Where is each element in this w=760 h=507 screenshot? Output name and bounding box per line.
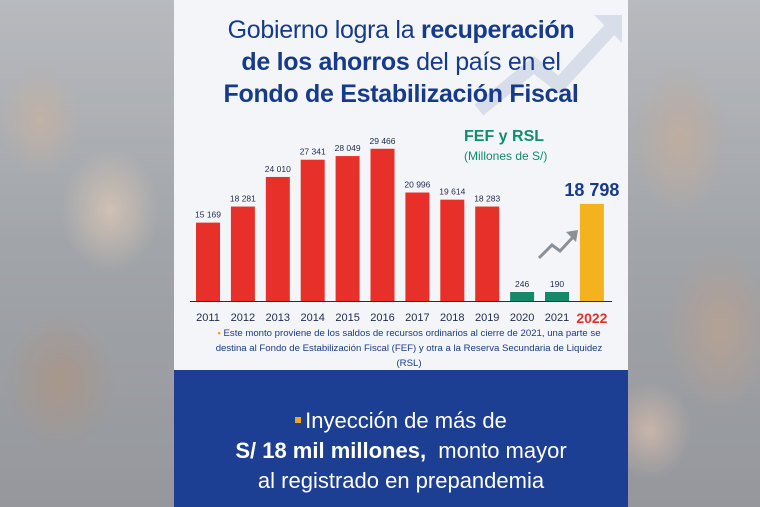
bar-2020 xyxy=(510,292,535,301)
tick-label-2020: 2020 xyxy=(510,312,534,324)
tick-label-2022: 2022 xyxy=(576,310,607,326)
value-label-2018: 19 614 xyxy=(439,187,465,197)
tick-label-2017: 2017 xyxy=(405,312,429,324)
bar-2019 xyxy=(475,206,500,301)
bar-2015 xyxy=(335,156,360,301)
tick-label-2015: 2015 xyxy=(335,312,359,324)
bullet-square-icon xyxy=(295,417,302,424)
tick-label-2013: 2013 xyxy=(266,312,290,324)
bar-2016 xyxy=(370,148,395,301)
tick-label-2012: 2012 xyxy=(231,312,255,324)
tick-label-2021: 2021 xyxy=(545,312,569,324)
value-label-2019: 18 283 xyxy=(474,194,500,204)
bar-2018 xyxy=(440,199,465,301)
value-label-2022: 18 798 xyxy=(564,180,619,200)
tick-label-2014: 2014 xyxy=(300,312,324,324)
value-label-2011: 15 169 xyxy=(195,210,221,220)
trend-up-arrow-icon xyxy=(537,234,576,260)
summary-line-2: S/ 18 mil millones, monto mayor xyxy=(235,438,567,463)
bar-2017 xyxy=(405,192,430,301)
bar-2011 xyxy=(196,222,220,301)
value-label-2017: 20 996 xyxy=(404,180,430,190)
value-label-2015: 28 049 xyxy=(335,143,361,153)
trend-arrow-watermark-icon xyxy=(474,15,622,116)
tick-label-2019: 2019 xyxy=(475,312,499,324)
tick-label-2016: 2016 xyxy=(370,312,394,324)
bar-2022 xyxy=(579,203,604,301)
value-label-2012: 18 281 xyxy=(230,194,256,204)
summary-banner: Inyección de más de S/ 18 mil millones, … xyxy=(174,370,628,507)
value-label-2013: 24 010 xyxy=(265,164,291,174)
chart-footnote: • Este monto proviene de los saldos de r… xyxy=(215,328,603,369)
tick-label-2011: 2011 xyxy=(196,312,220,324)
bar-2014 xyxy=(300,159,325,301)
trend-up-arrowhead-icon xyxy=(566,230,578,242)
bar-chart: 15 169 2011 18 281 2012 24 010 2013 27 341 2014… xyxy=(190,136,619,326)
page-title: Gobierno logra la recuperación de los ah… xyxy=(223,16,579,108)
value-label-2020: 246 xyxy=(515,279,529,289)
chart-legend-label: FEF y RSL xyxy=(464,128,545,145)
infographic-card: Gobierno logra la recuperación de los ah… xyxy=(174,0,628,507)
bar-2021 xyxy=(545,292,569,301)
tick-label-2018: 2018 xyxy=(440,312,464,324)
value-label-2014: 27 341 xyxy=(300,147,326,157)
bar-2012 xyxy=(230,206,255,301)
bar-2013 xyxy=(265,176,290,301)
summary-line-1: Inyección de más de xyxy=(174,408,628,434)
chart-unit-label: (Millones de S/) xyxy=(464,149,548,163)
summary-line-3: al registrado en prepandemia xyxy=(257,468,545,493)
value-label-2016: 29 466 xyxy=(370,136,396,146)
value-label-2021: 190 xyxy=(550,279,564,289)
